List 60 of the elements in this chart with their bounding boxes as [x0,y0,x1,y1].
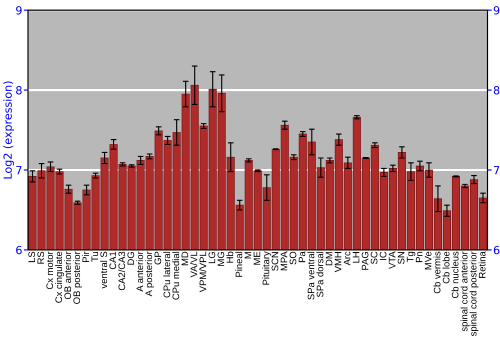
x-tick-label: MVe [424,252,432,270]
x-tick-label: CPu lateral [163,252,170,298]
x-tick-label: MG [218,252,224,266]
y2-tick-label: 7 [494,166,500,174]
x-tick-label: DG [127,252,134,265]
x-tick-label: SPa dorsal [316,252,324,298]
x-tick-label: ventral S [100,252,108,289]
x-tick-label: VMH [334,252,342,272]
x-tick-label: M [244,252,252,258]
x-tick-label: spinal cord posterior [470,251,478,336]
x-tick-label: Cx cingulate [55,252,64,303]
x-tick-label: Cb vermis [434,252,440,294]
x-tick-label: ME [254,252,260,265]
x-tick-label: A posterior [145,251,154,296]
x-tick-label: SC [370,252,378,264]
x-tick-label: CA2/CA3 [118,252,126,290]
x-tick-label: IC [380,252,386,260]
x-tick-label: Pn [416,252,422,262]
x-tick-label: VTA [388,251,396,269]
x-tick-label: Hb [226,252,234,263]
y2-tick-label: 6 [494,246,500,254]
x-tick-label: Cb nucleus [452,252,458,298]
y-tick-label: 6 [16,246,22,254]
x-tick-label: PAG [362,252,368,270]
x-tick-label: OB posterior [73,251,82,304]
x-tick-label: CA1 [109,252,116,270]
x-tick-label: VA/VL [190,252,198,278]
x-tick-label: OB anterior [64,251,72,300]
x-tick-label: Tg [406,252,416,262]
x-tick-label: A anterior [136,251,144,292]
y-tick-label: 8 [16,86,22,94]
y2-tick-label: 8 [494,86,500,94]
x-tick-label: Pineal [235,252,242,277]
x-tick-label: spinal cord anterior [460,251,470,332]
x-tick-label: SCN [272,252,278,271]
y-tick-label: 9 [16,6,22,15]
x-tick-label: DM [326,252,332,266]
x-tick-label: Tu [92,252,98,262]
x-tick-label: Retina [478,251,486,278]
y-axis-title: Log2 (expression) [3,81,14,178]
x-tick-label: SN [398,252,404,264]
y2-tick-label: 9 [494,6,500,15]
y-tick-label: 7 [16,166,22,174]
x-tick-label: LS [28,252,36,262]
x-tick-label: LG [208,252,216,264]
x-tick-label: MD [182,252,188,266]
x-tick-label: GP [154,252,162,264]
x-tick-label: RS [37,252,44,264]
x-tick-label: VPM/VPL [199,252,206,292]
x-tick-label: Cx motor [46,251,54,290]
x-tick-label: SO [290,252,296,265]
x-tick-label: Pa [298,251,306,262]
x-tick-label: Cb lobe [442,252,450,284]
x-tick-label: LH [352,252,360,263]
x-tick-label: CPu medial [172,252,180,300]
x-tick-label: Pir [82,251,90,262]
x-tick-label: MPA [280,251,288,270]
x-tick-label: Pituitary [262,251,272,285]
x-tick-label: Arc [344,252,350,266]
x-tick-label: SPa ventral [307,252,314,300]
